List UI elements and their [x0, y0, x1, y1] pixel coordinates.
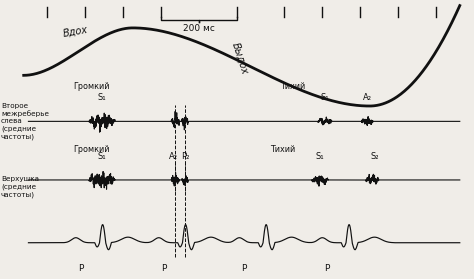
Text: P: P: [78, 264, 83, 273]
Text: 200 мс: 200 мс: [183, 24, 215, 33]
Text: P: P: [241, 264, 247, 273]
Text: A₂: A₂: [363, 93, 372, 102]
Text: Тихий: Тихий: [280, 82, 305, 91]
Text: P: P: [324, 264, 330, 273]
Text: S₂: S₂: [370, 152, 379, 161]
Text: Второе
межреберье
слева
(средние
частоты): Второе межреберье слева (средние частоты…: [1, 103, 49, 140]
Text: Громкий: Громкий: [73, 82, 110, 91]
Text: Тихий: Тихий: [270, 145, 295, 154]
Text: P₂: P₂: [182, 152, 190, 161]
Text: S₁: S₁: [320, 93, 329, 102]
Text: Верхушка
(средние
частоты): Верхушка (средние частоты): [1, 176, 39, 198]
Text: Громкий: Громкий: [73, 145, 110, 154]
Text: S₁: S₁: [98, 93, 106, 102]
Text: P: P: [161, 264, 166, 273]
Text: S₁: S₁: [98, 152, 106, 161]
Text: A₂: A₂: [169, 152, 177, 161]
Text: S₁: S₁: [316, 152, 324, 161]
Text: Вдох: Вдох: [62, 24, 88, 38]
Text: Выдох: Выдох: [230, 42, 250, 76]
